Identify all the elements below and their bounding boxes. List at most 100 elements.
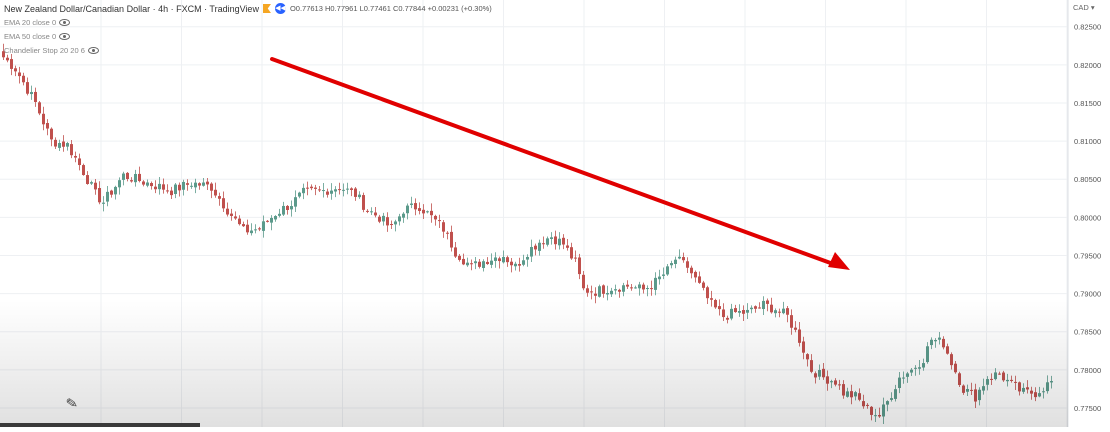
candle-up [190,185,193,187]
candle-down [806,354,809,360]
candle-down [1034,392,1037,398]
candle-up [530,246,533,257]
candle-down [230,213,233,216]
candle-up [898,377,901,389]
candle-up [174,184,177,194]
video-progress-bar[interactable] [0,423,200,427]
candle-down [778,311,781,313]
candle-up [30,92,33,95]
candle-down [186,183,189,185]
candle-down [794,327,797,330]
candle-down [354,188,357,197]
candle-down [14,68,17,72]
candle-down [790,315,793,328]
candle-up [654,277,657,290]
candle-down [22,75,25,83]
currency-label[interactable]: CAD ▾ [1073,3,1095,12]
candle-down [366,210,369,212]
candle-down [126,172,129,179]
candle-down [214,189,217,196]
candle-down [74,155,77,158]
indicator-ema50[interactable]: EMA 50 close 0 [4,32,71,41]
candle-up [502,256,505,263]
candle-down [54,139,57,147]
candle-up [610,290,613,295]
candle-down [178,184,181,191]
candle-down [286,205,289,210]
rewind-icon[interactable]: ◀◀ [274,3,286,14]
candle-down [946,346,949,354]
candle-up [730,308,733,319]
candle-down [850,391,853,398]
eye-icon[interactable] [87,47,99,54]
candle-down [810,360,813,372]
candle-down [714,299,717,308]
candle-up [930,339,933,346]
y-tick-label: 0.82500 [1074,23,1101,32]
symbol-title[interactable]: New Zealand Dollar/Canadian Dollar · 4h … [4,3,259,14]
candle-down [866,404,869,406]
candle-up [746,309,749,313]
candle-down [962,385,965,393]
candle-down [974,389,977,402]
candle-up [58,142,61,148]
candle-up [614,289,617,291]
candle-up [646,288,649,290]
candle-up [334,189,337,192]
candle-up [370,211,373,213]
candle-up [622,285,625,292]
candle-down [82,165,85,176]
candle-up [882,404,885,417]
candle-down [834,380,837,385]
candle-down [998,373,1001,375]
y-tick-label: 0.80000 [1074,213,1101,222]
candle-up [938,337,941,340]
candle-up [494,257,497,261]
candle-down [826,376,829,384]
trend-arrow-head [828,252,850,270]
indicator-ema20[interactable]: EMA 20 close 0 [4,18,71,27]
candle-up [666,266,669,275]
candle-up [750,307,753,310]
candle-up [330,190,333,194]
candle-up [490,260,493,265]
candle-down [70,144,73,156]
candle-up [1050,381,1053,383]
candle-down [518,264,521,266]
candle-down [162,184,165,190]
candle-up [466,262,469,266]
candle-down [766,300,769,304]
candle-down [798,329,801,343]
candle-up [782,308,785,314]
flag-icon[interactable] [262,4,271,13]
candle-up [598,286,601,297]
candle-up [522,260,525,265]
candle-up [994,372,997,380]
candle-down [862,401,865,407]
candle-up [402,213,405,218]
candle-up [886,401,889,405]
candle-down [378,216,381,222]
eye-icon[interactable] [59,33,71,40]
candle-up [546,238,549,245]
indicator-label: EMA 20 close 0 [4,18,57,27]
candle-up [1006,379,1009,382]
candle-up [342,189,345,191]
candle-up [978,389,981,401]
price-axis[interactable]: 0.82500 0.82000 0.81500 0.81000 0.80500 0.800… [1067,0,1101,427]
candle-up [114,186,117,195]
candle-down [438,220,441,222]
candle-down [422,209,425,214]
candle-down [434,215,437,220]
candle-up [202,182,205,186]
indicator-chandelier[interactable]: Chandelier Stop 20 20 6 [4,46,99,55]
candle-down [198,183,201,186]
candle-down [562,237,565,245]
candle-down [722,309,725,318]
eye-icon[interactable] [59,19,71,26]
candle-up [874,415,877,417]
candle-up [134,174,137,183]
candle-up [474,261,477,264]
